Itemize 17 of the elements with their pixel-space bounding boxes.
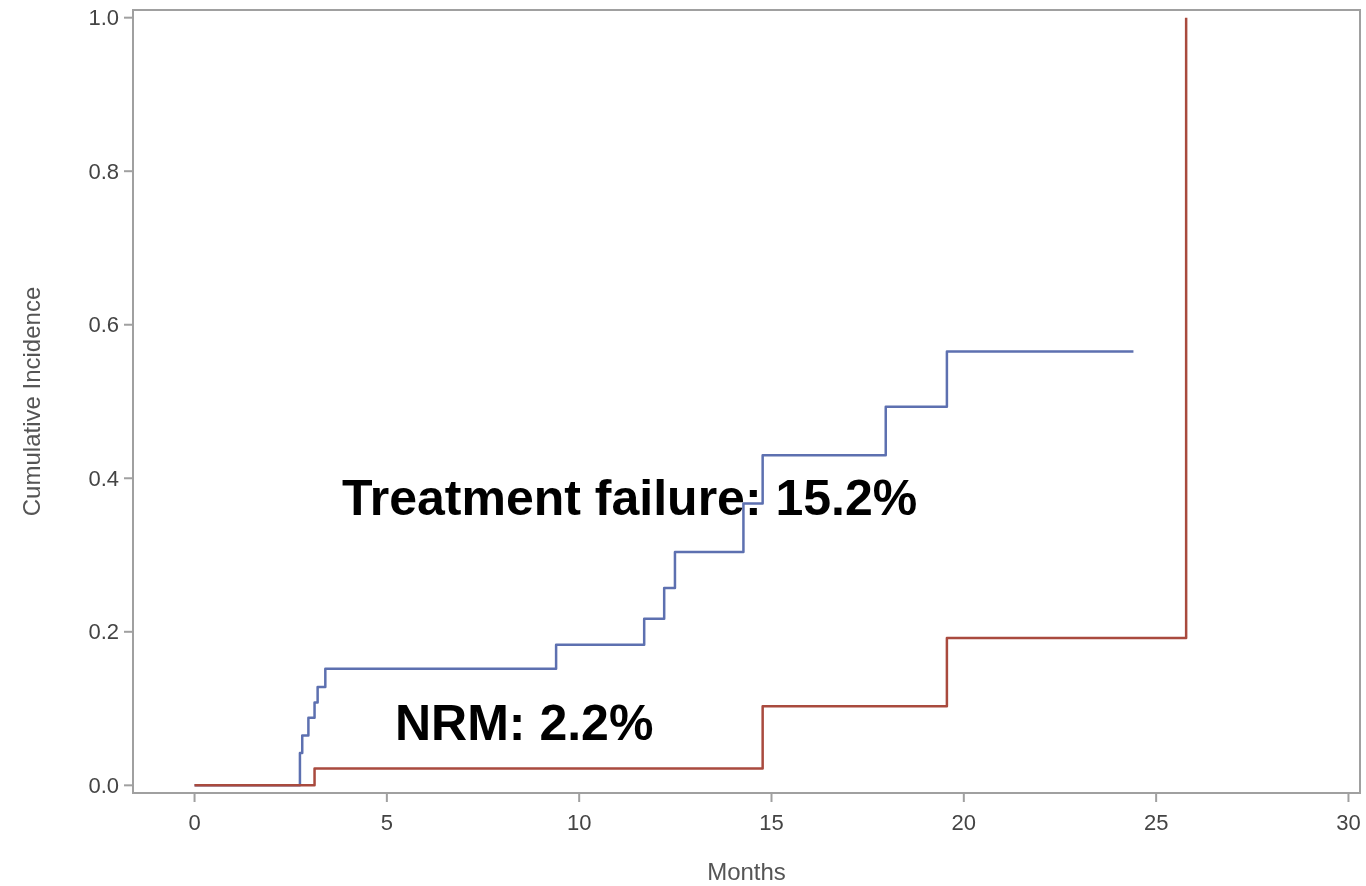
y-tick-label: 0.6: [88, 312, 119, 338]
y-axis-title: Cumulative Incidence: [18, 286, 45, 517]
x-tick-label: 0: [188, 810, 201, 835]
x-tick-label: 10: [566, 810, 592, 835]
y-tick-label: 0.0: [88, 773, 119, 799]
x-tick-label: 5: [380, 810, 393, 835]
annotation: Treatment failure: 15.2%: [342, 470, 918, 526]
x-tick-label: 15: [759, 810, 784, 835]
y-tick-label: 0.4: [88, 465, 119, 491]
y-tick-label: 0.2: [88, 619, 119, 645]
x-tick-label: 20: [951, 810, 977, 835]
y-tick-label: 1.0: [88, 5, 119, 31]
y-tick-label: 0.8: [88, 158, 119, 184]
x-axis-title: Months: [707, 858, 786, 885]
x-tick-label: 25: [1143, 810, 1169, 835]
x-tick-label: 30: [1336, 810, 1361, 835]
annotation: NRM: 2.2%: [395, 695, 654, 751]
